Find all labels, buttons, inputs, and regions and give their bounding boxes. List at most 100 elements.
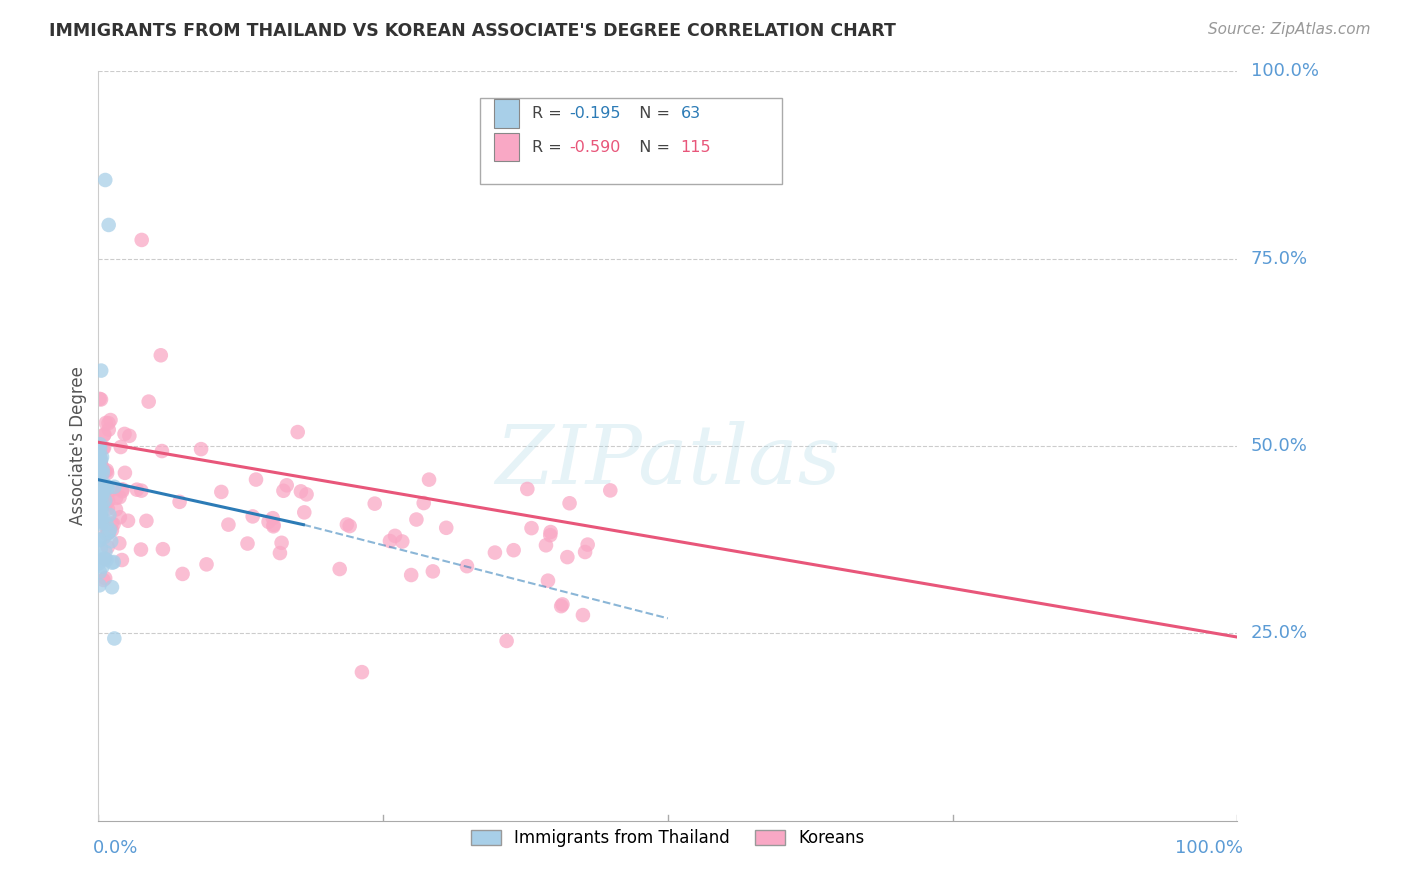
- Point: [97, 501, 120, 516]
- Point: [94, 493, 117, 508]
- Point: [108, 536, 131, 550]
- Point: [97, 218, 120, 232]
- Point: [131, 483, 153, 498]
- Text: 100.0%: 100.0%: [1251, 62, 1319, 80]
- Point: [93, 427, 115, 442]
- Point: [89, 437, 111, 451]
- Point: [94, 571, 117, 585]
- Point: [111, 553, 134, 567]
- Point: [520, 521, 543, 535]
- Point: [89, 485, 111, 500]
- Text: -0.195: -0.195: [569, 106, 620, 120]
- Point: [90, 503, 112, 517]
- Point: [89, 450, 111, 465]
- Point: [87, 464, 110, 478]
- FancyBboxPatch shape: [479, 97, 782, 184]
- Text: 0.0%: 0.0%: [93, 839, 138, 857]
- Point: [93, 489, 115, 503]
- Point: [195, 558, 218, 572]
- Point: [558, 496, 581, 510]
- Point: [93, 573, 115, 587]
- Point: [114, 466, 136, 480]
- Point: [89, 500, 111, 515]
- Point: [96, 497, 118, 511]
- Point: [576, 538, 599, 552]
- Point: [90, 541, 112, 556]
- Point: [93, 551, 115, 566]
- Point: [90, 392, 112, 407]
- Point: [89, 464, 111, 478]
- Point: [87, 487, 110, 501]
- Point: [131, 233, 153, 247]
- Point: [350, 665, 373, 680]
- Point: [87, 557, 110, 571]
- Point: [93, 476, 115, 491]
- Point: [103, 555, 125, 569]
- Point: [89, 499, 111, 513]
- Text: 100.0%: 100.0%: [1175, 839, 1243, 857]
- Point: [89, 578, 111, 592]
- Point: [574, 545, 596, 559]
- Point: [90, 500, 112, 514]
- Point: [94, 465, 117, 479]
- Point: [98, 508, 121, 522]
- Point: [90, 510, 112, 524]
- Point: [91, 466, 114, 480]
- Point: [262, 519, 284, 533]
- Point: [422, 565, 444, 579]
- Point: [172, 566, 194, 581]
- Point: [378, 534, 401, 549]
- Point: [242, 509, 264, 524]
- Bar: [494, 133, 519, 161]
- Point: [110, 440, 132, 454]
- Point: [97, 540, 120, 554]
- Point: [89, 460, 111, 475]
- Point: [108, 510, 131, 524]
- Point: [502, 543, 524, 558]
- Point: [89, 449, 111, 463]
- Point: [97, 526, 120, 541]
- Point: [599, 483, 621, 498]
- Point: [190, 442, 212, 457]
- Point: [103, 480, 125, 494]
- Point: [91, 463, 114, 477]
- Point: [557, 550, 579, 565]
- Point: [117, 514, 139, 528]
- Text: 63: 63: [681, 106, 700, 120]
- Point: [89, 507, 111, 521]
- Point: [90, 458, 112, 473]
- Point: [90, 515, 112, 529]
- Point: [96, 526, 118, 541]
- Point: [89, 495, 111, 509]
- Point: [236, 536, 259, 550]
- Point: [89, 513, 111, 527]
- Point: [87, 440, 110, 454]
- Point: [118, 429, 141, 443]
- Point: [89, 509, 111, 524]
- Point: [125, 483, 148, 497]
- Point: [263, 517, 285, 532]
- Point: [418, 473, 440, 487]
- Point: [276, 478, 298, 492]
- Point: [89, 533, 111, 547]
- Point: [105, 491, 128, 505]
- Point: [96, 466, 118, 480]
- Point: [93, 464, 115, 478]
- Point: [138, 394, 160, 409]
- Point: [364, 497, 387, 511]
- Point: [89, 508, 111, 523]
- Point: [91, 441, 114, 455]
- Text: N =: N =: [628, 106, 675, 120]
- Point: [94, 545, 117, 559]
- Point: [89, 480, 111, 494]
- Point: [96, 463, 118, 477]
- Point: [90, 458, 112, 473]
- Bar: [494, 99, 519, 128]
- Point: [89, 471, 111, 485]
- Point: [97, 416, 120, 430]
- Text: IMMIGRANTS FROM THAILAND VS KOREAN ASSOCIATE'S DEGREE CORRELATION CHART: IMMIGRANTS FROM THAILAND VS KOREAN ASSOC…: [49, 22, 896, 40]
- Point: [484, 545, 506, 559]
- Point: [91, 450, 114, 464]
- Point: [93, 441, 115, 455]
- Point: [149, 348, 172, 362]
